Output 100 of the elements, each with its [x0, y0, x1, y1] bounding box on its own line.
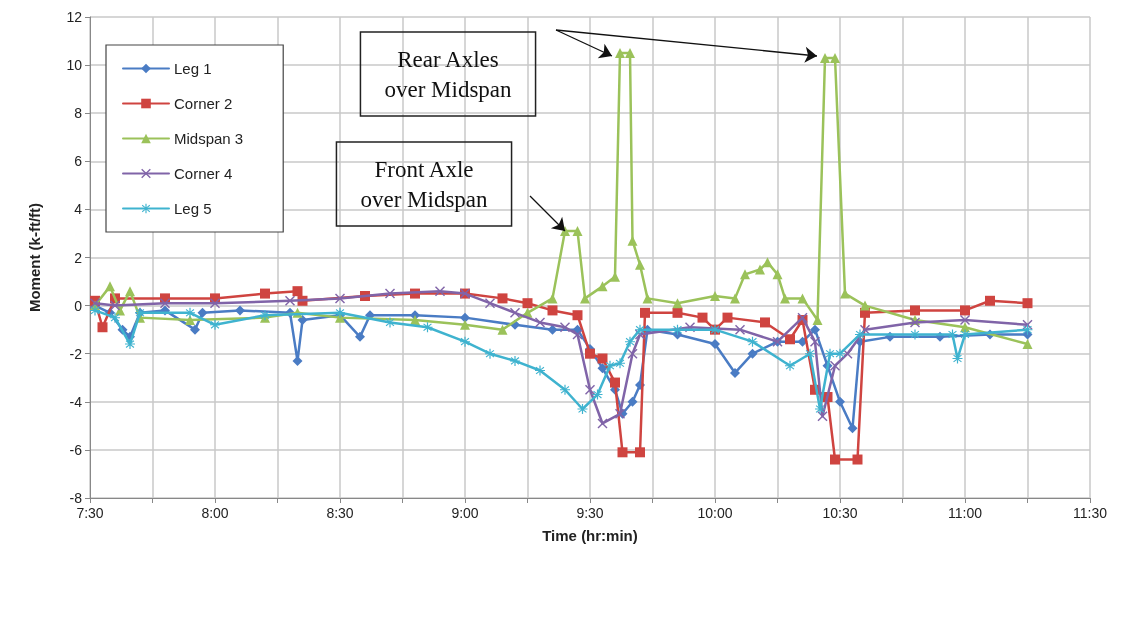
- point: [210, 298, 220, 309]
- point: [1022, 298, 1033, 309]
- point: [110, 300, 120, 311]
- point: [960, 305, 970, 316]
- point: [460, 319, 470, 330]
- point: [747, 336, 758, 347]
- point: [547, 293, 558, 304]
- point: [710, 339, 720, 350]
- point: [460, 312, 470, 323]
- point: [235, 305, 245, 316]
- point: [672, 307, 683, 318]
- point: [617, 447, 628, 458]
- point: [722, 312, 733, 323]
- point: [625, 48, 635, 59]
- y-tick-label: -6: [69, 441, 83, 458]
- point: [747, 348, 758, 359]
- point: [560, 226, 570, 237]
- x-tick-label: 8:30: [326, 505, 354, 521]
- point: [560, 322, 570, 333]
- point: [810, 324, 820, 335]
- point: [697, 312, 708, 323]
- point: [730, 293, 740, 304]
- point: [825, 348, 835, 359]
- point: [835, 348, 845, 359]
- point: [627, 396, 638, 407]
- point: [185, 307, 195, 318]
- point: [960, 315, 970, 326]
- legend-label: Corner 4: [174, 165, 233, 182]
- point: [577, 404, 588, 415]
- point: [610, 377, 620, 388]
- point: [947, 329, 958, 340]
- point: [710, 290, 720, 301]
- point: [740, 269, 750, 280]
- point: [580, 293, 590, 304]
- legend-label: Midspan 3: [174, 130, 244, 147]
- point: [125, 339, 135, 350]
- point: [640, 307, 650, 318]
- point: [615, 48, 625, 59]
- point: [597, 363, 608, 374]
- x-tick-label: 7:30: [76, 505, 104, 521]
- point: [835, 396, 845, 407]
- point: [785, 360, 795, 371]
- point: [635, 447, 645, 458]
- x-tick-label: 9:00: [451, 505, 479, 521]
- point: [760, 317, 770, 328]
- point: [797, 293, 808, 304]
- y-tick-label: 4: [74, 201, 83, 218]
- y-tick-label: -4: [69, 393, 83, 410]
- point: [672, 298, 683, 309]
- point: [535, 365, 545, 376]
- point: [615, 358, 625, 369]
- point: [1022, 324, 1033, 335]
- point: [597, 418, 608, 429]
- y-tick-label: 0: [74, 297, 83, 314]
- point: [842, 348, 853, 359]
- annotation: Rear Axles over Midspan: [384, 46, 513, 102]
- point: [817, 411, 828, 422]
- point: [805, 348, 815, 359]
- point: [105, 281, 115, 292]
- point: [635, 259, 645, 270]
- x-tick-label: 8:00: [201, 505, 229, 521]
- point: [830, 360, 840, 371]
- point: [592, 389, 603, 400]
- point: [635, 324, 645, 335]
- point: [110, 312, 120, 323]
- point: [730, 367, 740, 378]
- point: [585, 348, 595, 359]
- y-tick-label: -2: [69, 345, 83, 362]
- point: [627, 348, 638, 359]
- y-tick-label: 6: [74, 153, 83, 170]
- point: [820, 52, 830, 63]
- point: [830, 454, 840, 465]
- point: [810, 336, 820, 347]
- point: [260, 288, 270, 299]
- point: [860, 300, 870, 311]
- point: [385, 317, 395, 328]
- y-tick-label: 8: [74, 105, 83, 122]
- point: [812, 315, 823, 326]
- point: [547, 305, 558, 316]
- point: [522, 298, 533, 309]
- point: [560, 384, 570, 395]
- point: [190, 324, 200, 335]
- point: [780, 293, 790, 304]
- point: [960, 329, 970, 340]
- x-tick-label: 11:30: [1073, 505, 1108, 521]
- point: [97, 322, 108, 333]
- point: [625, 336, 635, 347]
- point: [435, 286, 445, 297]
- point: [855, 329, 865, 340]
- point: [197, 307, 208, 318]
- point: [642, 293, 653, 304]
- point: [485, 348, 495, 359]
- x-axis-title: Time (hr:min): [542, 527, 638, 544]
- y-tick-label: 12: [66, 9, 83, 25]
- point: [460, 336, 470, 347]
- point: [510, 307, 520, 318]
- point: [952, 353, 963, 364]
- point: [985, 295, 995, 306]
- point: [910, 329, 920, 340]
- point: [210, 319, 220, 330]
